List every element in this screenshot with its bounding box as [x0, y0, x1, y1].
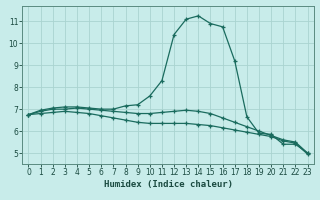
X-axis label: Humidex (Indice chaleur): Humidex (Indice chaleur)	[103, 180, 233, 189]
